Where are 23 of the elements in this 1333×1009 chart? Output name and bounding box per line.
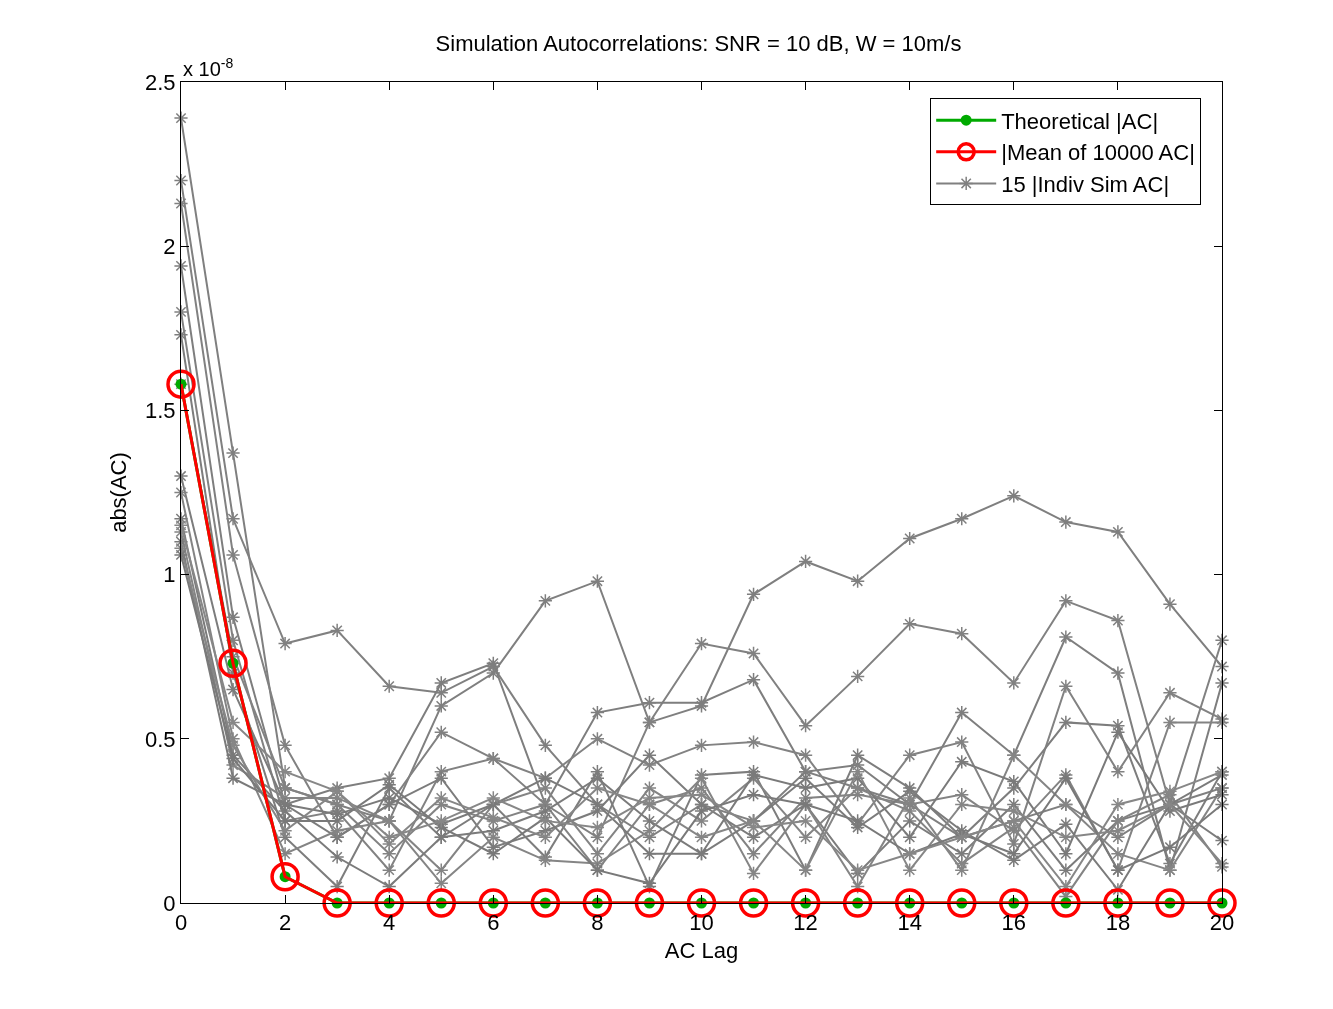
y-tick-label: 0.5 [145,726,176,752]
x-tick-label: 12 [793,910,818,936]
x-tick-label: 14 [897,910,922,936]
y-tick-label: 0 [163,890,176,916]
x-tick-label: 20 [1209,910,1235,936]
x-tick-label: 10 [689,910,714,936]
legend-label: Theoretical |AC| [1001,108,1159,134]
x-axis-title: AC Lag [664,938,739,964]
x-tick-label: 8 [591,910,604,936]
legend-label: |Mean of 10000 AC| [1001,140,1195,166]
x-tick-label: 2 [278,910,292,936]
y-tick-label: 2.5 [145,69,176,95]
x-tick-label: 18 [1105,910,1131,936]
x-tick-label: 16 [1001,910,1027,936]
legend-label: 15 |Indiv Sim AC| [1001,172,1170,197]
y-axis-title: abs(AC) [105,452,131,533]
chart-title: Simulation Autocorrelations: SNR = 10 dB, W = 10m/s [435,30,962,56]
y-tick-label: 2 [163,233,176,259]
y-tick-label: 1 [163,562,176,588]
x-tick-label: 4 [383,910,396,936]
x-tick-label: 6 [487,910,500,936]
y-tick-label: 1.5 [145,398,176,424]
text: x 10$^{-8}$ [183,55,234,81]
